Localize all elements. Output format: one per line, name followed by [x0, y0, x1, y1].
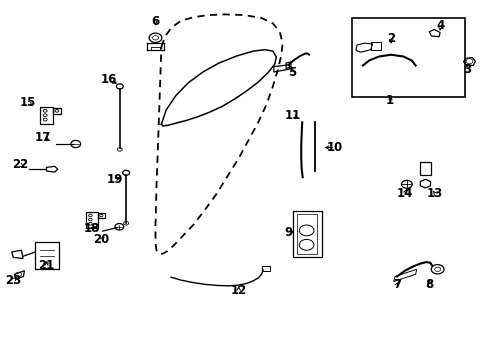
Text: 10: 10 [326, 141, 343, 154]
Bar [261, 266, 270, 271]
Text: 7: 7 [392, 278, 400, 291]
Text: 4: 4 [435, 19, 443, 32]
Bar [351, 18, 464, 97]
Text: 16: 16 [100, 73, 117, 86]
Text: 17: 17 [35, 131, 51, 144]
Text: 9: 9 [284, 226, 292, 239]
Text: 12: 12 [230, 284, 246, 297]
Bar [370, 42, 381, 50]
Text: 23: 23 [5, 274, 22, 287]
Text: 14: 14 [396, 187, 412, 200]
Bar [35, 242, 59, 269]
Text: 13: 13 [426, 187, 443, 200]
Bar [296, 214, 317, 254]
Text: 18: 18 [83, 222, 100, 235]
Text: 21: 21 [38, 259, 55, 272]
Text: 6: 6 [151, 15, 159, 28]
Text: 5: 5 [288, 66, 296, 79]
Text: 8: 8 [425, 278, 432, 291]
Text: 22: 22 [12, 158, 29, 171]
Text: 20: 20 [93, 233, 110, 246]
Text: 2: 2 [386, 32, 394, 45]
Text: 1: 1 [386, 94, 393, 107]
Text: 15: 15 [20, 96, 37, 109]
Text: 19: 19 [106, 173, 123, 186]
Text: 3: 3 [462, 63, 470, 76]
Bar [293, 211, 321, 257]
Text: 11: 11 [284, 109, 300, 122]
